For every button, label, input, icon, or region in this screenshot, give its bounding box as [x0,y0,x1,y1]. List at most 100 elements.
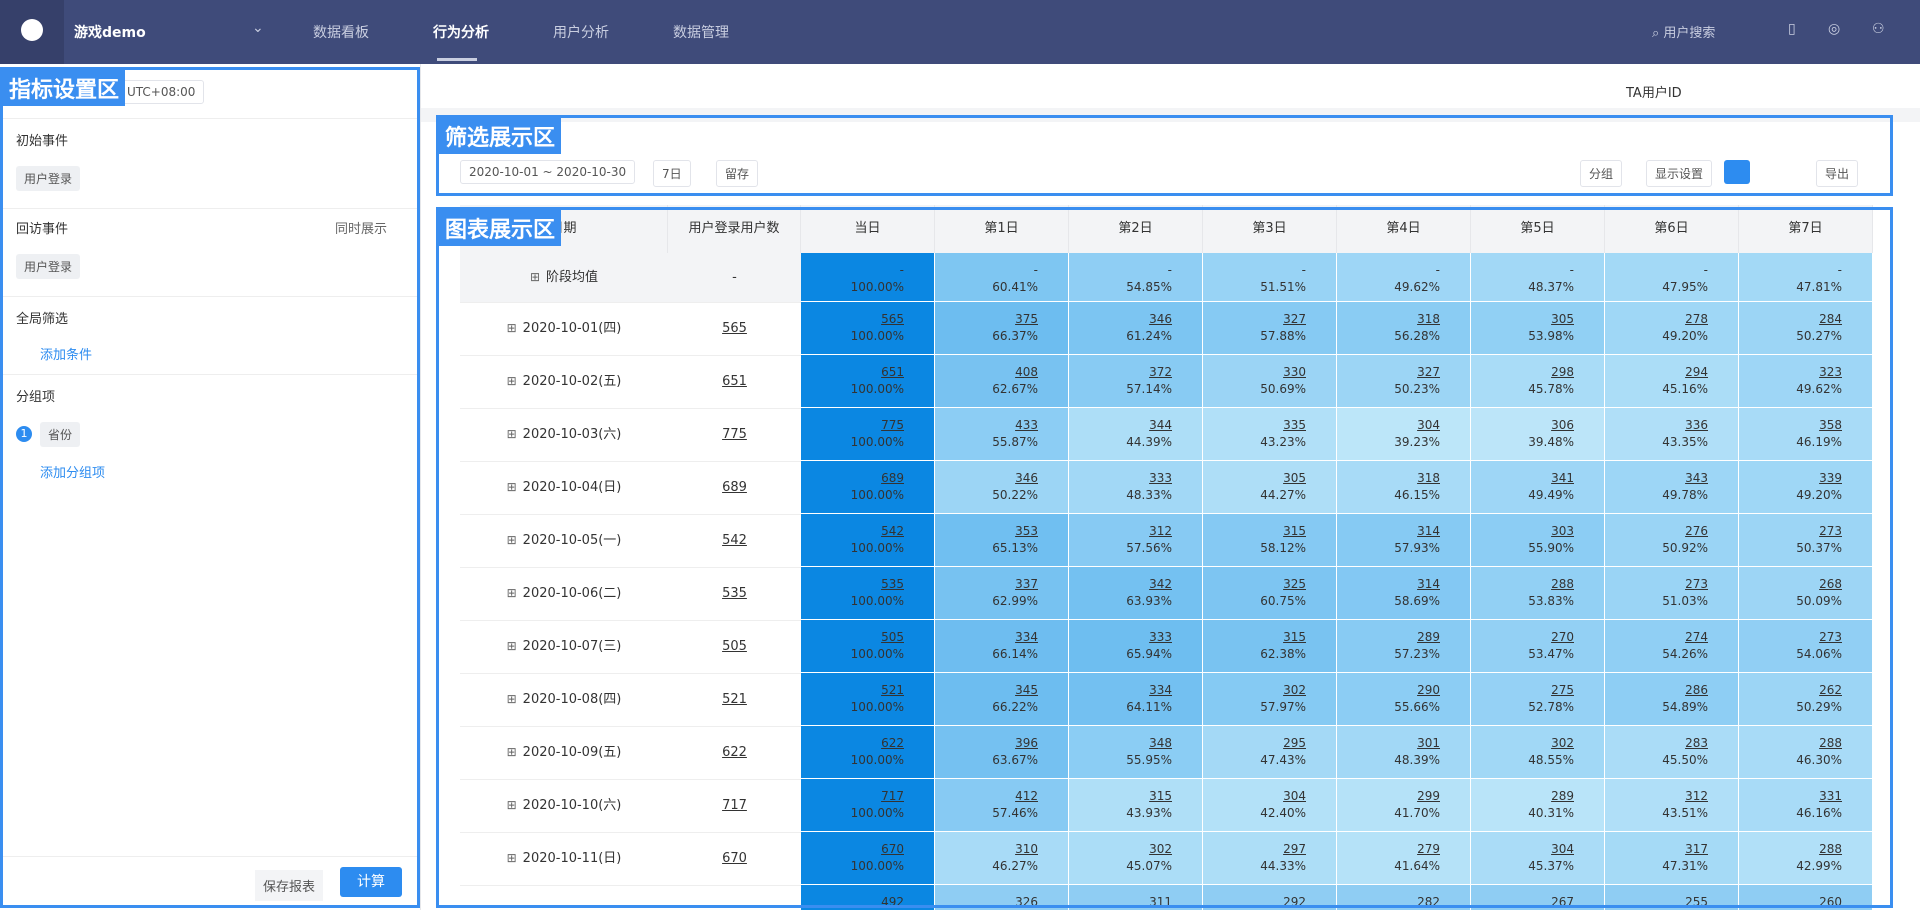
retained-count[interactable]: 325 [1203,567,1306,593]
retained-count[interactable]: 305 [1471,302,1574,328]
retained-count[interactable]: 542 [801,514,904,540]
metric-select[interactable]: 留存 [716,160,758,187]
period-select[interactable]: 7日 [653,160,691,187]
retained-count[interactable]: 288 [1739,726,1842,752]
retained-count[interactable]: 317 [1605,832,1708,858]
retained-count[interactable]: 344 [1069,408,1172,434]
nav-item[interactable]: 行为分析 [433,22,489,42]
user-id-button[interactable]: TA用户ID [1626,82,1682,101]
expand-icon[interactable]: ⊞ [507,374,517,388]
retained-count[interactable]: 268 [1739,567,1842,593]
app-name[interactable]: 游戏demo [74,22,146,42]
retained-count[interactable]: 278 [1605,302,1708,328]
retained-count[interactable]: 283 [1605,726,1708,752]
retained-count[interactable]: 295 [1203,726,1306,752]
retained-count[interactable]: 286 [1605,673,1708,699]
retained-count[interactable]: 348 [1069,726,1172,752]
expand-icon[interactable]: ⊞ [507,745,517,759]
retained-count[interactable]: 289 [1337,620,1440,646]
retained-count[interactable]: 284 [1739,302,1842,328]
retained-count[interactable]: 274 [1605,620,1708,646]
retained-count[interactable]: 335 [1203,408,1306,434]
user-count[interactable]: 651 [668,355,801,409]
retained-count[interactable]: 412 [935,779,1038,805]
retained-count[interactable]: 318 [1337,302,1440,328]
user-count[interactable]: 542 [668,514,801,568]
user-count[interactable]: 775 [668,408,801,462]
retained-count[interactable]: 312 [1069,514,1172,540]
retained-count[interactable]: 342 [1069,567,1172,593]
retained-count[interactable]: 505 [801,620,904,646]
icon[interactable]: ⚇ [1872,21,1885,37]
retained-count[interactable]: 310 [935,832,1038,858]
retained-count[interactable]: 279 [1337,832,1440,858]
retained-count[interactable]: 670 [801,832,904,858]
retained-count[interactable]: 288 [1471,567,1574,593]
nav-item[interactable]: 数据管理 [673,22,729,42]
expand-icon[interactable]: ⊞ [507,798,517,812]
expand-icon[interactable]: ⊞ [507,586,517,600]
retained-count[interactable]: 651 [801,355,904,381]
retained-count[interactable]: 775 [801,408,904,434]
retained-count[interactable]: 333 [1069,461,1172,487]
user-count[interactable]: 689 [668,461,801,515]
retained-count[interactable]: 273 [1739,514,1842,540]
user-count[interactable]: 670 [668,832,801,886]
retained-count[interactable]: 327 [1203,302,1306,328]
user-count[interactable]: 521 [668,673,801,727]
retained-count[interactable]: 311 [1069,885,1172,910]
retained-count[interactable]: 334 [1069,673,1172,699]
retained-count[interactable]: 304 [1337,408,1440,434]
retained-count[interactable]: 326 [935,885,1038,910]
retained-count[interactable]: 294 [1605,355,1708,381]
user-count[interactable]: 565 [668,302,801,356]
retained-count[interactable]: 312 [1605,779,1708,805]
retained-count[interactable]: 358 [1739,408,1842,434]
retained-count[interactable]: 689 [801,461,904,487]
retained-count[interactable]: 302 [1069,832,1172,858]
retained-count[interactable]: 327 [1337,355,1440,381]
retained-count[interactable]: 343 [1605,461,1708,487]
nav-item[interactable]: 数据看板 [313,22,369,42]
expand-icon[interactable]: ⊞ [507,321,517,335]
retained-count[interactable]: 267 [1471,885,1574,910]
retained-count[interactable]: 337 [935,567,1038,593]
retained-count[interactable]: 315 [1203,620,1306,646]
retained-count[interactable]: 302 [1471,726,1574,752]
display-settings[interactable]: 显示设置 [1646,160,1712,187]
dropdown-arrow[interactable]: ⌄ [252,20,264,36]
retained-count[interactable]: 341 [1471,461,1574,487]
expand-icon[interactable]: ⊞ [507,639,517,653]
retained-count[interactable]: 298 [1471,355,1574,381]
event-tag[interactable]: 用户登录 [16,166,80,191]
retained-count[interactable]: 288 [1739,832,1842,858]
retained-count[interactable]: 336 [1605,408,1708,434]
group-select[interactable]: 分组 [1580,160,1622,187]
retained-count[interactable]: 408 [935,355,1038,381]
retained-count[interactable]: 297 [1203,832,1306,858]
expand-icon[interactable]: ⊞ [507,480,517,494]
retained-count[interactable]: 302 [1203,673,1306,699]
retained-count[interactable]: 339 [1739,461,1842,487]
retained-count[interactable]: 565 [801,302,904,328]
retained-count[interactable]: 521 [801,673,904,699]
retained-count[interactable]: 345 [935,673,1038,699]
retained-count[interactable]: 299 [1337,779,1440,805]
retained-count[interactable]: 304 [1203,779,1306,805]
expand-icon[interactable]: ⊞ [507,427,517,441]
retained-count[interactable]: 276 [1605,514,1708,540]
retained-count[interactable]: 255 [1605,885,1708,910]
compute-button[interactable]: 计算 [340,867,402,897]
retained-count[interactable]: 306 [1471,408,1574,434]
retained-count[interactable]: 304 [1471,832,1574,858]
retained-count[interactable]: 331 [1739,779,1842,805]
expand-icon[interactable]: ⊞ [507,692,517,706]
user-count[interactable]: 535 [668,567,801,621]
retained-count[interactable]: 330 [1203,355,1306,381]
save-button[interactable]: 保存报表 [255,870,323,901]
retained-count[interactable]: 301 [1337,726,1440,752]
view-table[interactable] [1724,160,1750,184]
retained-count[interactable]: 346 [935,461,1038,487]
show-together[interactable]: 同时展示 [335,218,387,237]
icon[interactable]: ▯ [1788,21,1796,37]
